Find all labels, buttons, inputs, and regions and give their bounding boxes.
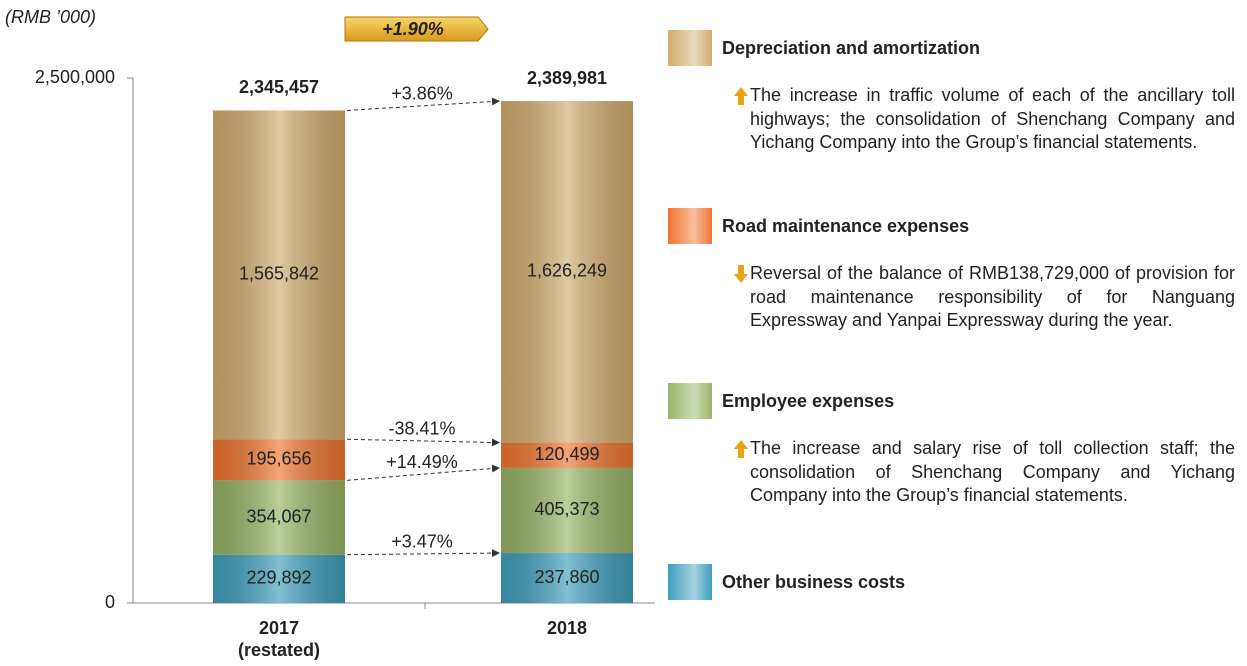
legend-label: Road maintenance expenses	[722, 216, 970, 236]
trend-arrow	[734, 87, 748, 105]
x-tick-label: 2018	[546, 618, 588, 638]
change-label: +3.47%	[391, 532, 453, 552]
change-label: +14.49%	[386, 452, 458, 472]
change-arrow	[346, 549, 500, 558]
bar-sheen	[501, 101, 633, 443]
change-label: -38.41%	[388, 419, 455, 439]
bar-sheen	[501, 442, 633, 468]
legend-label: Depreciation and amortization	[722, 38, 981, 58]
y-tick-label: 0	[105, 592, 115, 612]
data-label: 1,626,249	[527, 261, 607, 281]
data-label: 237,860	[534, 567, 599, 587]
unit-label: (RMB ’000)	[5, 7, 96, 27]
bar-sheen	[213, 110, 345, 440]
bar-sheen	[213, 480, 345, 555]
trend-arrow	[734, 440, 748, 458]
legend-swatch	[668, 564, 712, 600]
total-label: 2,345,457	[239, 77, 319, 97]
total-label: 2,389,981	[527, 68, 607, 88]
total-change-banner	[344, 16, 489, 42]
legend-swatch	[668, 30, 712, 66]
change-arrow	[346, 464, 500, 481]
change-arrow	[346, 97, 500, 111]
data-label: 195,656	[246, 449, 311, 469]
legend-note: Reversal of the balance of RMB138,729,00…	[750, 263, 1235, 330]
chart: (RMB ’000) +1.90% 0 2,500,000 229,892 237,8…	[5, 7, 655, 612]
bar-sheen	[213, 439, 345, 481]
legend-label: Other business costs	[722, 572, 906, 592]
y-tick-label: 2,500,000	[35, 67, 115, 87]
trend-arrow	[734, 265, 748, 283]
change-arrow	[346, 438, 500, 447]
data-label: 1,565,842	[239, 264, 319, 284]
legend-swatch	[668, 208, 712, 244]
total-change: +1.90%	[382, 19, 444, 39]
bar-sheen	[213, 554, 345, 603]
data-label: 405,373	[534, 499, 599, 519]
legend-note: The increase and salary rise of toll col…	[750, 438, 1235, 505]
bar-sheen	[501, 467, 633, 554]
data-label: 354,067	[246, 506, 311, 526]
trend-icon	[734, 440, 748, 458]
data-label: 229,892	[246, 568, 311, 588]
x-tick-label: 2017 (restated)	[237, 618, 321, 660]
legend-note: The increase in traffic volume of each o…	[750, 85, 1235, 152]
bar-sheen	[501, 553, 633, 603]
data-label: 120,499	[534, 444, 599, 464]
legend-swatch	[668, 383, 712, 419]
legend-label: Employee expenses	[722, 391, 895, 411]
trend-icon	[734, 87, 748, 105]
change-label: +3.86%	[391, 84, 453, 104]
trend-icon	[734, 265, 748, 283]
